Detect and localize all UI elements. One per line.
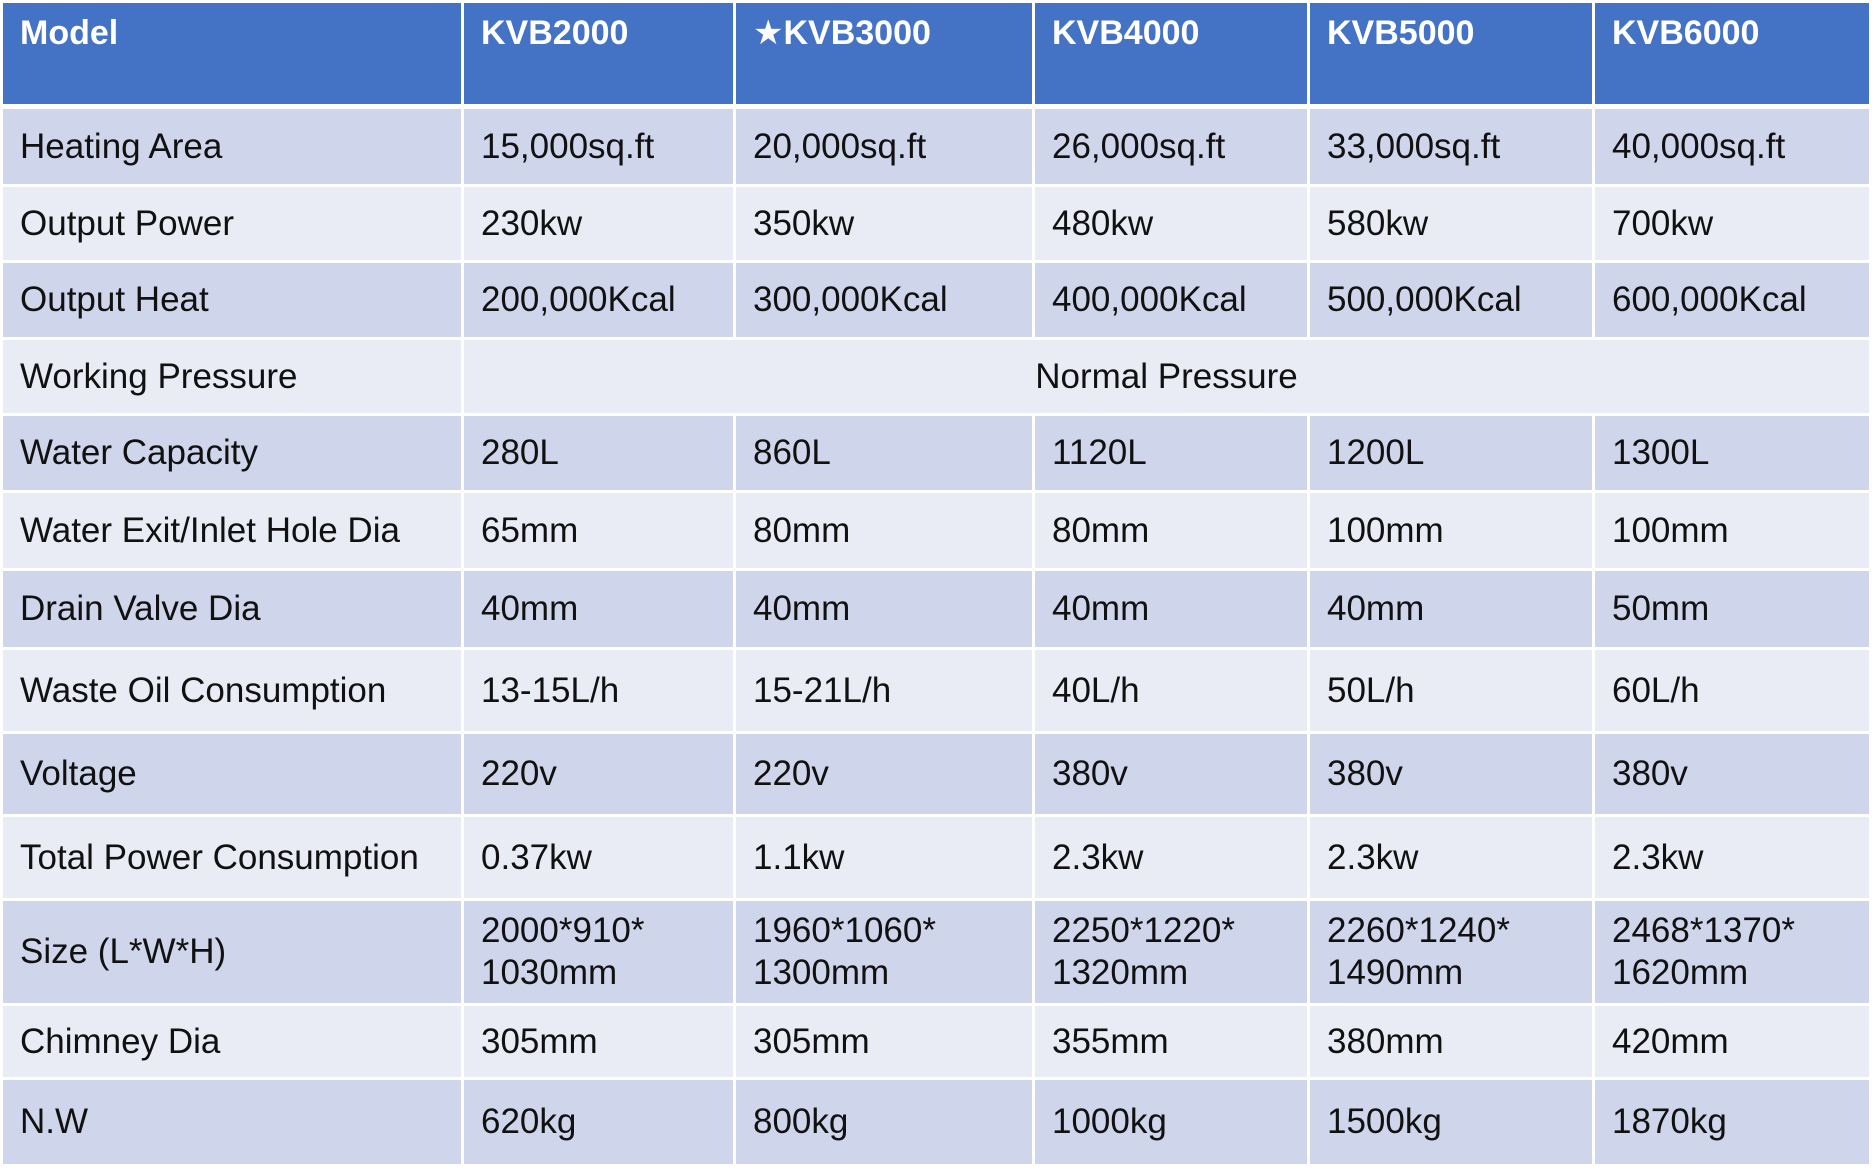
value-cell: 2468*1370* 1620mm	[1592, 898, 1872, 1006]
header-row: Model KVB2000 ★KVB3000 KVB4000 KVB5000 KVB600…	[0, 0, 1872, 109]
value-cell: 2.3kw	[1592, 814, 1872, 901]
value-cell: 280L	[461, 413, 736, 493]
value-cell: 40L/h	[1032, 647, 1310, 734]
table-row: Water Capacity 280L 860L 1120L 1200L 1300L	[0, 413, 1872, 493]
value-cell: 1120L	[1032, 413, 1310, 493]
value-cell: 13-15L/h	[461, 647, 736, 734]
table-row: Voltage 220v 220v 380v 380v 380v	[0, 731, 1872, 817]
table-row: Total Power Consumption 0.37kw 1.1kw 2.3kw 2…	[0, 814, 1872, 901]
table-row: Waste Oil Consumption 13-15L/h 15-21L/h 40L…	[0, 647, 1872, 734]
value-cell: 0.37kw	[461, 814, 736, 901]
value-cell: 40mm	[461, 568, 736, 650]
value-cell: 380mm	[1307, 1003, 1595, 1080]
value-cell: 1000kg	[1032, 1077, 1310, 1167]
value-cell: 380v	[1592, 731, 1872, 817]
value-cell: Normal Pressure	[461, 337, 1872, 416]
row-label: Waste Oil Consumption	[0, 647, 464, 734]
value-cell: 220v	[461, 731, 736, 817]
row-label: Output Heat	[0, 260, 464, 340]
value-cell: 2260*1240* 1490mm	[1307, 898, 1595, 1006]
header-cell: Model	[0, 0, 464, 109]
value-cell: 15-21L/h	[733, 647, 1035, 734]
table-row: Drain Valve Dia 40mm 40mm 40mm 40mm 50mm	[0, 568, 1872, 650]
value-cell: 20,000sq.ft	[733, 105, 1035, 187]
value-cell: 100mm	[1592, 490, 1872, 571]
value-cell: 1.1kw	[733, 814, 1035, 901]
value-cell: 80mm	[1032, 490, 1310, 571]
value-cell: 500,000Kcal	[1307, 260, 1595, 340]
value-cell: 50mm	[1592, 568, 1872, 650]
value-cell: 40mm	[1032, 568, 1310, 650]
row-label: Size (L*W*H)	[0, 898, 464, 1006]
value-cell: 305mm	[461, 1003, 736, 1080]
row-label: N.W	[0, 1077, 464, 1167]
value-cell: 2.3kw	[1032, 814, 1310, 901]
table-row: Output Power 230kw 350kw 480kw 580kw 700kw	[0, 184, 1872, 263]
value-cell: 2000*910* 1030mm	[461, 898, 736, 1006]
value-cell: 33,000sq.ft	[1307, 105, 1595, 187]
value-cell: 400,000Kcal	[1032, 260, 1310, 340]
value-cell: 355mm	[1032, 1003, 1310, 1080]
value-cell: 1870kg	[1592, 1077, 1872, 1167]
value-cell: 580kw	[1307, 184, 1595, 263]
value-cell: 40,000sq.ft	[1592, 105, 1872, 187]
row-label: Total Power Consumption	[0, 814, 464, 901]
value-cell: 620kg	[461, 1077, 736, 1167]
value-cell: 1200L	[1307, 413, 1595, 493]
value-cell: 50L/h	[1307, 647, 1595, 734]
value-cell: 40mm	[1307, 568, 1595, 650]
table-row: N.W 620kg 800kg 1000kg 1500kg 1870kg	[0, 1077, 1872, 1167]
value-cell: 230kw	[461, 184, 736, 263]
value-cell: 2250*1220* 1320mm	[1032, 898, 1310, 1006]
header-cell: KVB6000	[1592, 0, 1872, 109]
row-label: Chimney Dia	[0, 1003, 464, 1080]
row-label: Water Capacity	[0, 413, 464, 493]
row-label: Water Exit/Inlet Hole Dia	[0, 490, 464, 571]
value-cell: 100mm	[1307, 490, 1595, 571]
header-cell: KVB4000	[1032, 0, 1310, 109]
table-row: Output Heat 200,000Kcal 300,000Kcal 400,000…	[0, 260, 1872, 340]
value-cell: 380v	[1307, 731, 1595, 817]
value-cell: 380v	[1032, 731, 1310, 817]
table-row: Heating Area 15,000sq.ft 20,000sq.ft 26,000…	[0, 105, 1872, 187]
value-cell: 300,000Kcal	[733, 260, 1035, 340]
header-cell: KVB2000	[461, 0, 736, 109]
value-cell: 350kw	[733, 184, 1035, 263]
row-label: Drain Valve Dia	[0, 568, 464, 650]
value-cell: 600,000Kcal	[1592, 260, 1872, 340]
value-cell: 80mm	[733, 490, 1035, 571]
table-row: Size (L*W*H) 2000*910* 1030mm 1960*1060* 1…	[0, 898, 1872, 1006]
table-row: Water Exit/Inlet Hole Dia 65mm 80mm 80mm 100…	[0, 490, 1872, 571]
value-cell: 700kw	[1592, 184, 1872, 263]
value-cell: 15,000sq.ft	[461, 105, 736, 187]
header-cell: KVB5000	[1307, 0, 1595, 109]
value-cell: 26,000sq.ft	[1032, 105, 1310, 187]
value-cell: 40mm	[733, 568, 1035, 650]
row-label: Output Power	[0, 184, 464, 263]
value-cell: 420mm	[1592, 1003, 1872, 1080]
value-cell: 1960*1060* 1300mm	[733, 898, 1035, 1006]
value-cell: 480kw	[1032, 184, 1310, 263]
header-cell: ★KVB3000	[733, 0, 1035, 109]
value-cell: 800kg	[733, 1077, 1035, 1167]
value-cell: 305mm	[733, 1003, 1035, 1080]
value-cell: 60L/h	[1592, 647, 1872, 734]
value-cell: 65mm	[461, 490, 736, 571]
table-row: Working Pressure Normal Pressure	[0, 337, 1872, 416]
row-label: Working Pressure	[0, 337, 464, 416]
value-cell: 860L	[733, 413, 1035, 493]
table-row: Chimney Dia 305mm 305mm 355mm 380mm 420mm	[0, 1003, 1872, 1080]
value-cell: 200,000Kcal	[461, 260, 736, 340]
value-cell: 220v	[733, 731, 1035, 817]
value-cell: 2.3kw	[1307, 814, 1595, 901]
row-label: Heating Area	[0, 105, 464, 187]
value-cell: 1500kg	[1307, 1077, 1595, 1167]
row-label: Voltage	[0, 731, 464, 817]
value-cell: 1300L	[1592, 413, 1872, 493]
